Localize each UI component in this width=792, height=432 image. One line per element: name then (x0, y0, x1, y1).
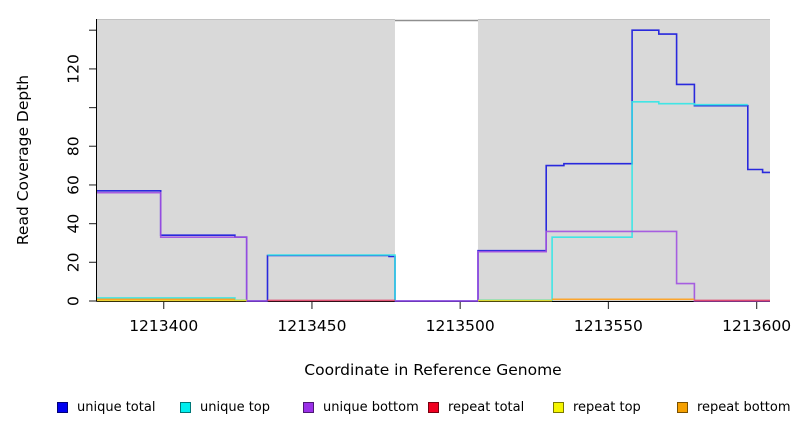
legend-item-repeat-top: repeat top (553, 398, 641, 416)
legend-label: repeat bottom (697, 399, 791, 415)
series-unique-top (267, 254, 396, 301)
y-tick-label: 0 (65, 296, 83, 306)
series-unique-bottom (395, 230, 770, 302)
legend-item-repeat-total: repeat total (428, 398, 524, 416)
legend-swatch (57, 401, 68, 413)
x-tick-label: 1213600 (722, 317, 791, 335)
legend-item-unique-top: unique top (180, 398, 270, 416)
x-axis-title: Coordinate in Reference Genome (304, 361, 562, 379)
x-tick-label: 1213550 (574, 317, 643, 335)
y-tick-label: 120 (65, 54, 83, 84)
series-unique-bottom (97, 191, 268, 302)
legend-swatch (303, 401, 314, 413)
legend-swatch (553, 401, 564, 413)
y-tick-label: 40 (65, 214, 83, 234)
legend-label: unique bottom (323, 399, 419, 415)
x-tick-label: 1213400 (129, 317, 198, 335)
legend-item-repeat-bottom: repeat bottom (677, 398, 791, 416)
legend-item-unique-total: unique total (57, 398, 155, 416)
legend-swatch (428, 401, 439, 413)
y-tick-label: 80 (65, 136, 83, 156)
legend-item-unique-bottom: unique bottom (303, 398, 419, 416)
legend-swatch (677, 401, 688, 413)
legend-label: unique total (77, 399, 156, 415)
legend: unique total unique top unique bottom repea… (0, 398, 792, 420)
x-tick-label: 1213500 (426, 317, 495, 335)
legend-label: repeat total (448, 399, 525, 415)
y-tick-label: 60 (65, 175, 83, 195)
masked-region (394, 19, 478, 301)
legend-swatch (180, 401, 191, 413)
y-tick-label: 20 (65, 252, 83, 272)
y-axis-title: Read Coverage Depth (14, 74, 32, 246)
legend-label: unique top (200, 399, 271, 415)
x-tick-label: 1213450 (277, 317, 346, 335)
series-unique-top (478, 101, 748, 301)
legend-label: repeat top (573, 399, 641, 415)
